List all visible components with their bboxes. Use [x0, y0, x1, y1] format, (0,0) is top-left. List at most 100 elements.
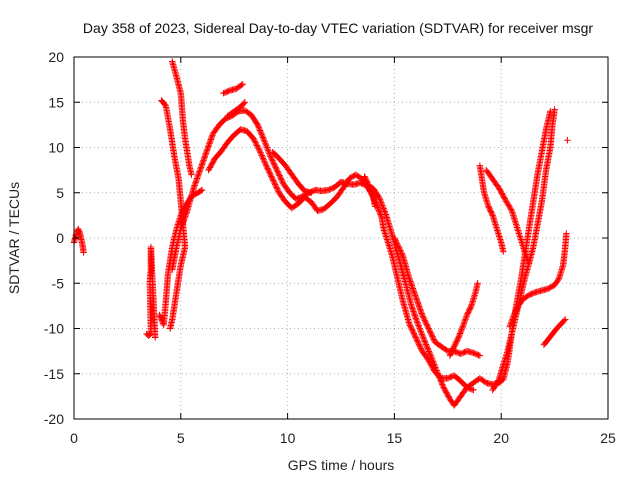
- data-point: [418, 346, 425, 353]
- data-point: [270, 178, 278, 186]
- x-tick-labels: 0 5 10 15 20 25: [70, 430, 616, 446]
- data-point: [273, 165, 280, 172]
- data-point: [456, 331, 463, 339]
- data-point: [500, 248, 507, 255]
- data-point: [256, 125, 263, 133]
- data-point: [418, 311, 426, 319]
- data-point: [424, 345, 431, 352]
- data-point: [263, 162, 270, 169]
- data-point: [459, 324, 466, 332]
- data-point: [420, 335, 427, 342]
- data-point: [508, 319, 515, 326]
- data-point: [278, 176, 285, 183]
- data-point: [495, 377, 502, 384]
- y-tick-label: -5: [52, 275, 65, 291]
- data-point: [377, 199, 385, 206]
- data-point: [369, 192, 376, 200]
- x-tick-label: 25: [600, 430, 616, 446]
- data-point: [421, 317, 428, 324]
- data-point: [424, 344, 431, 351]
- data-point: [406, 322, 414, 329]
- data-point: [393, 240, 401, 247]
- data-point: [157, 314, 164, 321]
- data-point: [257, 150, 265, 158]
- data-point: [422, 319, 430, 327]
- data-point: [507, 320, 515, 327]
- data-point: [510, 313, 517, 320]
- chart-title: Day 358 of 2023, Sidereal Day-to-day VTE…: [83, 20, 593, 36]
- data-point: [410, 330, 418, 337]
- data-point: [415, 322, 422, 329]
- data-point: [504, 200, 512, 208]
- data-point: [253, 140, 260, 148]
- data-point: [364, 181, 372, 188]
- data-point: [260, 137, 268, 144]
- data-point: [425, 348, 433, 355]
- data-point: [269, 158, 277, 166]
- data-point: [366, 185, 374, 192]
- data-point: [455, 334, 462, 341]
- data-point: [417, 345, 425, 352]
- data-point: [439, 381, 446, 388]
- data-point: [397, 247, 404, 254]
- data-point: [426, 326, 433, 334]
- data-point: [257, 130, 265, 137]
- data-point: [393, 238, 400, 246]
- data-point: [374, 203, 381, 210]
- data-point: [460, 320, 468, 327]
- data-point: [255, 146, 263, 153]
- y-axis-label: SDTVAR / TECUs: [6, 182, 22, 294]
- data-point: [460, 322, 467, 329]
- data-point: [394, 241, 401, 249]
- data-point: [399, 251, 406, 258]
- data-point: [375, 193, 382, 201]
- data-point: [425, 346, 432, 354]
- data-point: [507, 204, 514, 212]
- data-point: [269, 175, 276, 183]
- data-point: [521, 248, 528, 255]
- data-point: [422, 339, 429, 347]
- data-point: [492, 381, 500, 388]
- data-point: [423, 342, 430, 350]
- data-point: [197, 187, 205, 194]
- data-point: [264, 145, 271, 153]
- data-point: [260, 135, 267, 143]
- data-point: [366, 183, 373, 191]
- data-point: [398, 250, 405, 257]
- data-point: [378, 200, 385, 208]
- data-point: [427, 352, 434, 359]
- data-point: [424, 322, 431, 329]
- data-point: [407, 323, 414, 330]
- y-tick-label: -20: [44, 411, 64, 427]
- data-point: [253, 120, 261, 127]
- data-point: [563, 230, 570, 237]
- data-point: [461, 317, 469, 325]
- data-point: [272, 182, 280, 190]
- data-point: [455, 332, 463, 340]
- data-point: [427, 329, 434, 336]
- data-point: [418, 329, 425, 337]
- data-point: [274, 168, 281, 175]
- data-point: [161, 101, 169, 108]
- data-point: [459, 323, 466, 330]
- data-point: [267, 171, 274, 179]
- data-point: [458, 326, 465, 333]
- data-point: [506, 203, 513, 210]
- data-point: [522, 251, 529, 258]
- data-point: [253, 142, 261, 149]
- data-point: [376, 196, 384, 203]
- data-point: [262, 141, 270, 148]
- data-point: [562, 316, 569, 323]
- data-point: [507, 322, 514, 329]
- x-tick-label: 5: [177, 430, 185, 446]
- data-point: [406, 320, 413, 328]
- data-point: [276, 173, 284, 181]
- data-point: [474, 280, 481, 287]
- data-point: [391, 236, 399, 243]
- x-tick-label: 10: [280, 430, 296, 446]
- y-tick-label: 5: [56, 185, 64, 201]
- data-point: [261, 158, 268, 165]
- data-point: [256, 147, 264, 155]
